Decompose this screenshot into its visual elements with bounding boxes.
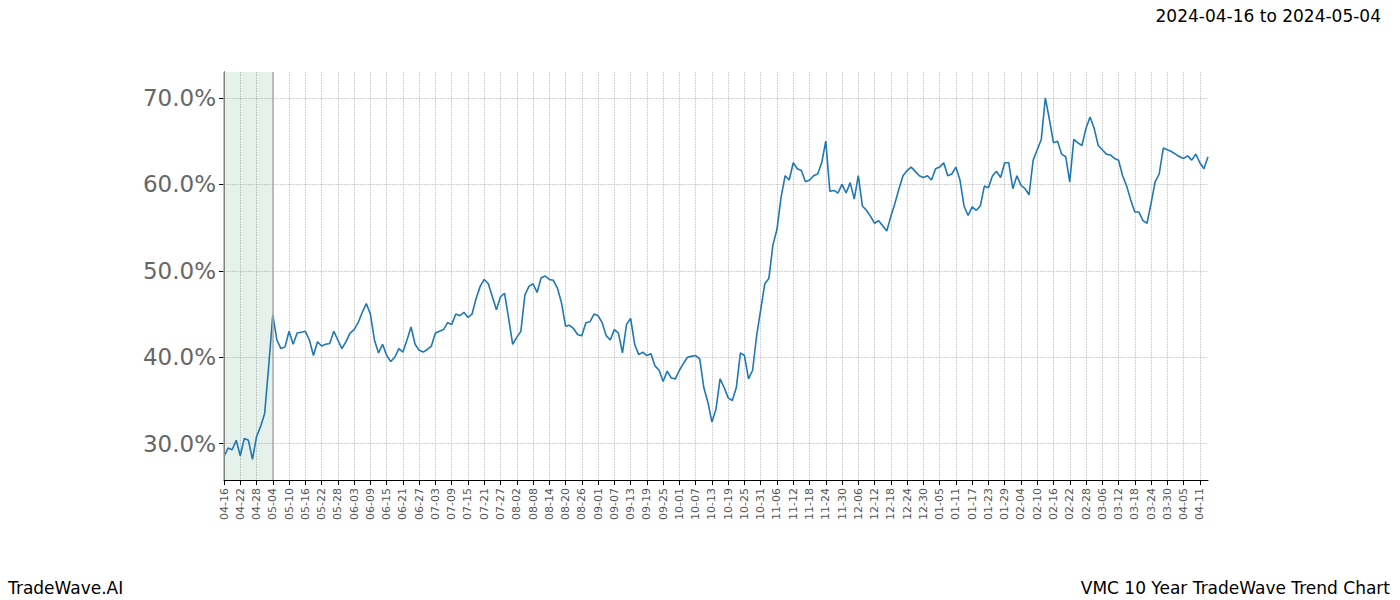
svg-text:06-15: 06-15 (380, 488, 393, 520)
svg-text:TradeWave.AI: TradeWave.AI (7, 578, 123, 598)
svg-text:11-24: 11-24 (819, 488, 832, 520)
svg-text:08-14: 08-14 (543, 488, 556, 520)
svg-text:04-16: 04-16 (218, 488, 231, 520)
svg-text:11-30: 11-30 (836, 488, 849, 520)
svg-text:03-24: 03-24 (1145, 488, 1158, 520)
svg-text:11-12: 11-12 (787, 488, 800, 520)
svg-text:01-23: 01-23 (982, 488, 995, 520)
svg-text:06-09: 06-09 (364, 488, 377, 520)
svg-text:11-06: 11-06 (770, 488, 783, 520)
svg-text:02-16: 02-16 (1047, 488, 1060, 520)
svg-text:07-27: 07-27 (494, 488, 507, 520)
svg-text:11-18: 11-18 (803, 488, 816, 520)
svg-text:04-11: 04-11 (1193, 488, 1206, 520)
svg-text:01-05: 01-05 (933, 488, 946, 520)
svg-text:70.0%: 70.0% (143, 85, 216, 111)
svg-text:05-10: 05-10 (283, 488, 296, 520)
svg-text:50.0%: 50.0% (143, 258, 216, 284)
svg-text:40.0%: 40.0% (143, 344, 216, 370)
svg-text:01-11: 01-11 (949, 488, 962, 520)
svg-text:09-01: 09-01 (592, 488, 605, 520)
svg-text:03-18: 03-18 (1128, 488, 1141, 520)
svg-text:02-22: 02-22 (1063, 488, 1076, 520)
svg-text:09-13: 09-13 (624, 488, 637, 520)
svg-text:VMC 10 Year TradeWave Trend Ch: VMC 10 Year TradeWave Trend Chart (1081, 578, 1391, 598)
svg-text:02-04: 02-04 (1014, 488, 1027, 520)
svg-text:10-07: 10-07 (689, 488, 702, 520)
svg-text:10-31: 10-31 (754, 488, 767, 520)
svg-text:06-03: 06-03 (348, 488, 361, 520)
svg-text:12-30: 12-30 (917, 488, 930, 520)
svg-text:05-28: 05-28 (331, 488, 344, 520)
svg-text:06-27: 06-27 (413, 488, 426, 520)
svg-text:01-17: 01-17 (966, 488, 979, 520)
svg-text:09-25: 09-25 (657, 488, 670, 520)
svg-text:02-28: 02-28 (1080, 488, 1093, 520)
svg-text:10-25: 10-25 (738, 488, 751, 520)
svg-text:10-13: 10-13 (705, 488, 718, 520)
svg-text:09-07: 09-07 (608, 488, 621, 520)
svg-text:07-03: 07-03 (429, 488, 442, 520)
svg-text:09-19: 09-19 (640, 488, 653, 520)
svg-text:2024-04-16 to 2024-05-04: 2024-04-16 to 2024-05-04 (1156, 6, 1381, 26)
svg-text:08-20: 08-20 (559, 488, 572, 520)
svg-text:05-22: 05-22 (315, 488, 328, 520)
svg-text:60.0%: 60.0% (143, 171, 216, 197)
svg-text:05-16: 05-16 (299, 488, 312, 520)
svg-text:03-30: 03-30 (1161, 488, 1174, 520)
svg-text:12-18: 12-18 (884, 488, 897, 520)
svg-text:04-28: 04-28 (250, 488, 263, 520)
svg-text:03-12: 03-12 (1112, 488, 1125, 520)
svg-text:07-15: 07-15 (461, 488, 474, 520)
svg-text:08-08: 08-08 (527, 488, 540, 520)
svg-text:10-19: 10-19 (722, 488, 735, 520)
svg-text:10-01: 10-01 (673, 488, 686, 520)
svg-text:07-21: 07-21 (478, 488, 491, 520)
svg-text:04-05: 04-05 (1177, 488, 1190, 520)
svg-text:04-22: 04-22 (234, 488, 247, 520)
svg-text:06-21: 06-21 (396, 488, 409, 520)
svg-text:02-10: 02-10 (1031, 488, 1044, 520)
svg-text:03-06: 03-06 (1096, 488, 1109, 520)
svg-text:05-04: 05-04 (266, 488, 279, 520)
svg-text:07-09: 07-09 (445, 488, 458, 520)
svg-text:12-06: 12-06 (852, 488, 865, 520)
svg-text:08-26: 08-26 (575, 488, 588, 520)
svg-text:12-12: 12-12 (868, 488, 881, 520)
svg-text:12-24: 12-24 (901, 488, 914, 520)
svg-text:30.0%: 30.0% (143, 431, 216, 457)
svg-text:08-02: 08-02 (510, 488, 523, 520)
svg-text:01-29: 01-29 (998, 488, 1011, 520)
